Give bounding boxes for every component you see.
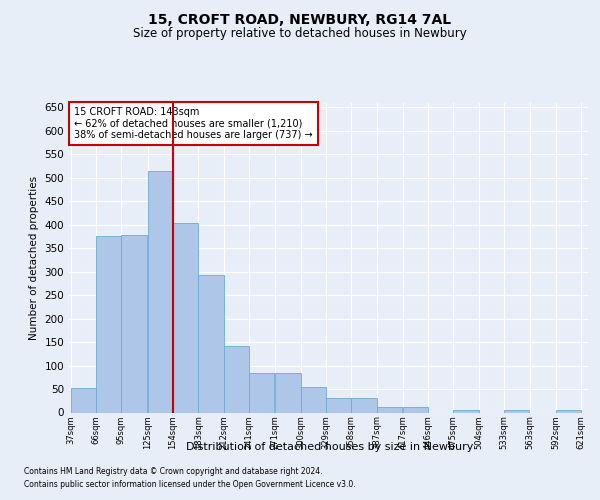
Y-axis label: Number of detached properties: Number of detached properties xyxy=(29,176,39,340)
Text: 15 CROFT ROAD: 143sqm
← 62% of detached houses are smaller (1,210)
38% of semi-d: 15 CROFT ROAD: 143sqm ← 62% of detached … xyxy=(74,107,313,140)
Bar xyxy=(556,410,581,412)
Bar xyxy=(275,372,301,412)
Bar xyxy=(301,386,326,412)
Text: Size of property relative to detached houses in Newbury: Size of property relative to detached ho… xyxy=(133,28,467,40)
Bar xyxy=(173,222,199,412)
Text: Distribution of detached houses by size in Newbury: Distribution of detached houses by size … xyxy=(187,442,473,452)
Bar xyxy=(403,407,428,412)
Bar xyxy=(249,372,274,412)
Bar xyxy=(224,346,249,412)
Bar xyxy=(377,407,402,412)
Bar xyxy=(326,398,351,412)
Bar xyxy=(71,388,96,412)
Text: 15, CROFT ROAD, NEWBURY, RG14 7AL: 15, CROFT ROAD, NEWBURY, RG14 7AL xyxy=(148,12,452,26)
Bar xyxy=(504,410,529,412)
Bar xyxy=(121,235,147,412)
Bar xyxy=(148,170,173,412)
Bar xyxy=(454,410,479,412)
Bar xyxy=(351,398,377,412)
Text: Contains public sector information licensed under the Open Government Licence v3: Contains public sector information licen… xyxy=(24,480,356,489)
Bar xyxy=(199,275,224,412)
Bar xyxy=(96,236,121,412)
Text: Contains HM Land Registry data © Crown copyright and database right 2024.: Contains HM Land Registry data © Crown c… xyxy=(24,467,323,476)
